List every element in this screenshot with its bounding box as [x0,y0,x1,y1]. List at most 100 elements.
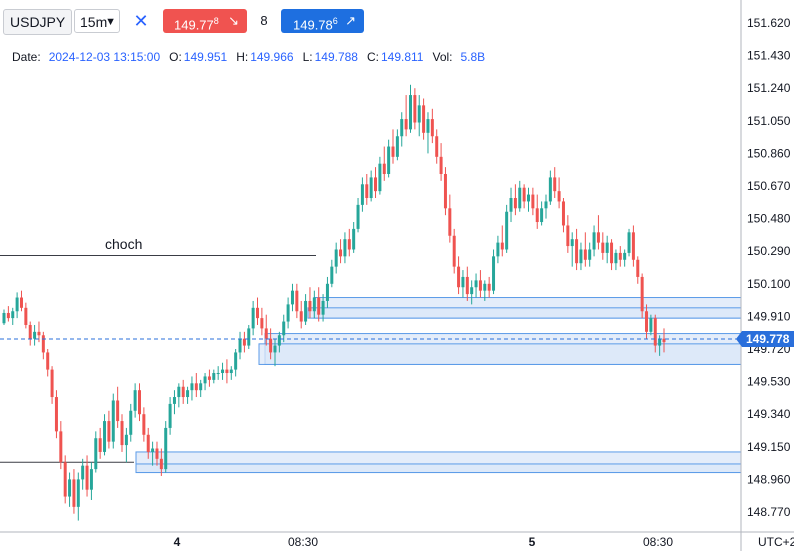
trading-toolbar: USDJPY 15m ▼ ✕ 149.778 ↘ 8 149.786 ↗ [0,0,741,42]
candle-body [610,242,614,264]
candle-body [631,232,635,260]
candle-body [557,191,561,202]
price-tag-bg [736,331,794,348]
y-tick-label: 151.430 [747,49,791,63]
candle-body [566,225,570,247]
current-price-tag: 149.778 [736,331,794,348]
candle-body [68,479,72,497]
candle-body [636,259,640,277]
y-tick-label: 150.670 [747,179,791,193]
candle-body [505,211,509,250]
candle-body [369,177,373,199]
candle-body [535,208,539,223]
candle-body [304,300,308,322]
candle-body [321,300,325,315]
timeframe-select[interactable]: 15m ▼ [74,9,120,33]
sell-button[interactable]: 149.778 ↘ [163,9,247,33]
candle-body [216,373,220,375]
candle-body [483,283,487,291]
symbol-selector[interactable]: USDJPY [3,9,73,35]
y-tick-label: 149.910 [747,309,791,323]
candle-body [199,383,203,391]
candle-body [662,338,666,343]
candle-body [264,328,268,339]
candle-body [19,297,23,308]
candle-body [596,232,600,243]
symbol-label: USDJPY [10,14,66,30]
candle-body [395,136,399,157]
timezone-label[interactable]: UTC+2 [758,535,794,549]
candle-body [277,335,281,346]
close-icon[interactable]: ✕ [133,11,149,31]
volume-label: Vol: [432,50,453,64]
trend-down-arrow-icon: ↘ [228,13,239,28]
candle-body [286,304,290,322]
candle-body [133,390,137,411]
candle-body [561,201,565,226]
candle-body [478,280,482,291]
candle-body [374,177,378,192]
candle-body [531,194,535,209]
candle-body [190,383,194,391]
x-tick-label: 08:30 [288,535,318,549]
candle-body [413,95,417,123]
y-tick-label: 150.480 [747,212,791,226]
candle-body [513,198,517,209]
x-tick-label: 5 [529,535,536,549]
candle-body [85,465,89,490]
choch-annotation: choch [105,236,142,252]
y-tick-label: 150.290 [747,244,791,258]
candle-body [474,280,478,288]
candle-body [426,119,430,133]
low-value: 149.788 [314,50,358,64]
candle-body [500,242,504,250]
candle-body [540,208,544,223]
candle-body [553,177,557,192]
price-axis[interactable]: 151.620 151.430 151.240 151.050 150.860 150.6… [740,0,791,551]
candle-body [352,228,356,250]
candle-body [247,328,251,346]
spread-value: 8 [260,13,268,28]
candle-body [103,421,107,452]
candle-body [212,373,216,380]
buy-button[interactable]: 149.786 ↗ [281,9,364,33]
candle-body [457,266,461,288]
candle-body [76,479,80,507]
candle-body [382,163,386,174]
candle-body [391,146,395,157]
candle-body [120,421,124,446]
candle-body [575,239,579,264]
x-tick-label: 4 [174,535,181,549]
candle-body [168,403,172,428]
high-label: H: [236,50,249,64]
candle-body [116,400,120,422]
candle-body [605,242,609,253]
candle-body [400,119,404,137]
candle-body [627,232,631,253]
chevron-down-icon: ▼ [105,16,116,28]
candle-body [15,297,19,312]
time-axis[interactable]: 4 08:30 5 08:30 [0,531,794,549]
candle-body [37,331,41,336]
candle-body [334,249,338,267]
candle-body [640,276,644,312]
close-value: 149.811 [380,50,424,64]
candle-body [260,318,264,329]
candle-body [146,434,150,452]
buy-price: 149.78 [293,17,333,33]
y-tick-label: 149.150 [747,440,791,454]
candle-body [63,462,67,497]
candle-body [24,307,28,325]
candle-body [111,400,115,442]
y-tick-label: 148.770 [747,505,791,519]
candle-body [28,324,32,339]
candle-body [308,300,312,312]
candle-body [186,390,190,398]
candle-body [251,307,255,329]
candle-body [404,119,408,130]
y-tick-label: 148.960 [747,472,791,486]
candle-body [365,184,369,199]
candle-body [509,198,513,212]
candle-body [452,235,456,267]
